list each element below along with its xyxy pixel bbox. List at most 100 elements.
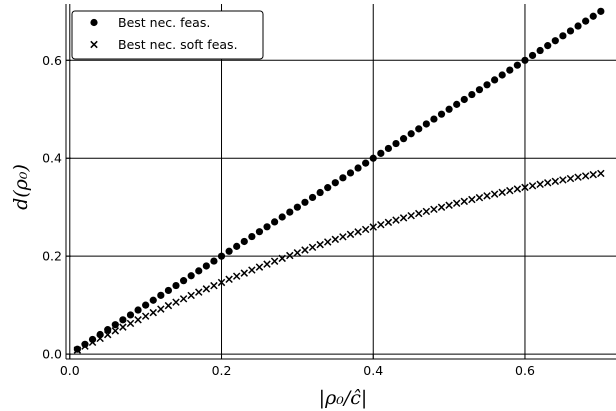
cross-point-1-37 — [354, 228, 362, 236]
point-0-35 — [339, 174, 347, 182]
point-0-43 — [399, 135, 408, 143]
point-0-54 — [483, 81, 491, 89]
cross-point-1-51 — [460, 197, 469, 206]
cross-point-1-1 — [81, 342, 89, 350]
point-0-17 — [202, 262, 210, 270]
point-0-60 — [528, 51, 537, 60]
legend-markers — [90, 18, 98, 49]
point-0-69 — [597, 7, 605, 15]
y-tick-label-0: 0.0 — [42, 347, 62, 362]
point-0-19 — [217, 252, 226, 260]
point-0-32 — [316, 188, 324, 197]
cross-point-1-10 — [149, 308, 157, 317]
tick-labels: 0.0 0.2 0.4 0.6 0.0 0.2 0.4 0.6 — [42, 53, 535, 378]
point-0-65 — [566, 27, 575, 35]
cross-point-1-5 — [111, 327, 120, 335]
series-1 — [73, 169, 605, 354]
cross-point-1-0 — [73, 346, 82, 354]
point-0-45 — [415, 125, 423, 133]
point-0-31 — [308, 193, 317, 202]
cross-point-1-40 — [377, 220, 385, 229]
cross-point-1-48 — [437, 203, 446, 211]
point-0-14 — [179, 277, 188, 285]
point-0-10 — [149, 296, 157, 304]
cross-point-1-44 — [407, 211, 415, 220]
x-axis-label: |ρ₀/ĉ| — [319, 387, 368, 409]
point-0-20 — [225, 247, 233, 255]
legend: Best nec. feas. Best nec. soft feas. — [71, 10, 264, 60]
cross-point-1-50 — [452, 199, 461, 208]
cross-point-1-52 — [468, 195, 476, 204]
point-0-49 — [445, 105, 453, 113]
cross-point-1-57 — [506, 186, 514, 195]
point-0-28 — [286, 208, 294, 216]
cross-point-1-31 — [308, 243, 317, 252]
cross-point-1-13 — [172, 298, 180, 306]
cross-point-1-43 — [399, 214, 408, 222]
point-0-6 — [119, 316, 127, 324]
point-0-34 — [331, 179, 339, 187]
cross-point-1-65 — [566, 174, 575, 183]
cross-point-1-60 — [528, 182, 537, 190]
cross-point-1-55 — [490, 190, 499, 198]
cross-point-1-14 — [179, 295, 188, 303]
point-0-56 — [498, 71, 506, 79]
point-0-25 — [263, 223, 271, 231]
point-0-9 — [142, 301, 150, 309]
cross-point-1-47 — [430, 205, 438, 214]
point-0-39 — [369, 154, 377, 162]
point-0-50 — [453, 100, 461, 108]
point-0-27 — [278, 213, 286, 221]
cross-point-1-24 — [255, 263, 264, 271]
cross-point-1-3 — [96, 334, 104, 343]
point-0-13 — [172, 281, 180, 290]
point-0-1 — [81, 340, 89, 348]
point-0-40 — [377, 149, 385, 157]
x-tick-label-0: 0.0 — [60, 363, 80, 378]
point-0-21 — [233, 242, 241, 250]
y-tick-label-1: 0.2 — [42, 249, 62, 264]
point-0-59 — [521, 56, 529, 64]
cross-point-1-15 — [187, 291, 195, 300]
cross-point-1-41 — [384, 218, 393, 227]
cross-point-1-67 — [581, 172, 590, 180]
cross-point-1-8 — [134, 316, 142, 324]
point-0-38 — [362, 159, 370, 167]
cross-point-1-20 — [225, 275, 233, 284]
cross-point-1-22 — [240, 269, 249, 277]
legend-label-best-nec-soft-feas: Best nec. soft feas. — [118, 37, 238, 52]
legend-marker-cross — [90, 40, 98, 49]
cross-point-1-33 — [323, 238, 332, 246]
point-0-47 — [430, 115, 438, 123]
cross-point-1-56 — [498, 188, 506, 197]
cross-point-1-53 — [475, 193, 484, 202]
cross-point-1-2 — [88, 338, 97, 347]
cross-point-1-26 — [270, 257, 279, 265]
cross-point-1-58 — [513, 185, 522, 193]
cross-point-1-7 — [126, 319, 135, 328]
point-0-3 — [96, 330, 104, 339]
cross-point-1-27 — [278, 254, 286, 263]
point-0-36 — [346, 169, 355, 177]
cross-point-1-28 — [286, 251, 294, 260]
cross-point-1-34 — [331, 235, 340, 244]
cross-point-1-38 — [361, 225, 370, 234]
cross-point-1-35 — [339, 233, 347, 241]
point-0-42 — [392, 139, 400, 148]
legend-box — [71, 10, 264, 60]
point-0-23 — [248, 232, 256, 241]
cross-point-1-46 — [422, 207, 431, 216]
cross-point-1-25 — [263, 260, 271, 268]
cross-point-1-68 — [589, 170, 597, 179]
point-0-67 — [582, 17, 590, 25]
point-0-29 — [293, 203, 301, 211]
cross-point-1-19 — [217, 278, 226, 287]
point-0-30 — [301, 198, 309, 206]
point-0-18 — [210, 257, 218, 265]
cross-point-1-36 — [346, 230, 355, 239]
x-tick-label-1: 0.2 — [212, 363, 232, 378]
point-0-66 — [574, 22, 582, 30]
cross-point-1-45 — [415, 209, 423, 218]
cross-point-1-32 — [316, 240, 324, 249]
